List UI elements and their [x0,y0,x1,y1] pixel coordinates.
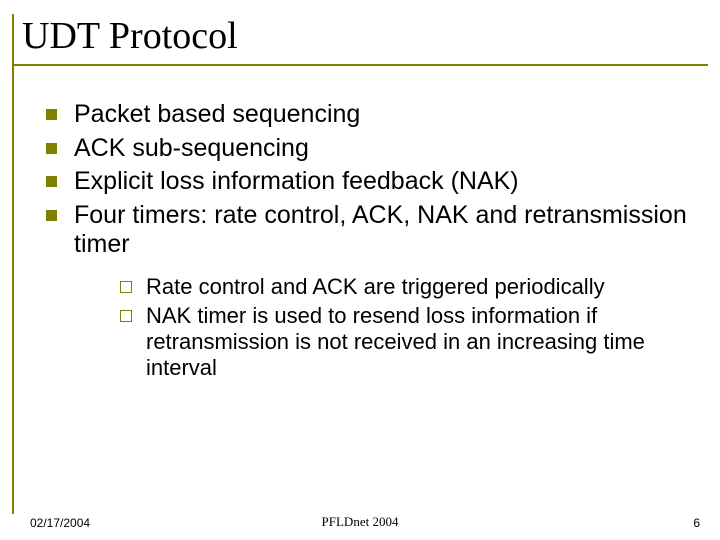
list-item: Rate control and ACK are triggered perio… [116,274,690,300]
bullet-text: Four timers: rate control, ACK, NAK and … [74,201,687,259]
bullet-text: Rate control and ACK are triggered perio… [146,274,605,299]
list-item: ACK sub-sequencing [40,134,690,164]
bullet-list: Packet based sequencing ACK sub-sequenci… [40,100,690,381]
list-item: Packet based sequencing [40,100,690,130]
bullet-text: Explicit loss information feedback (NAK) [74,167,519,195]
sub-bullet-list: Rate control and ACK are triggered perio… [74,274,690,382]
title-area: UDT Protocol [12,14,708,66]
list-item: Four timers: rate control, ACK, NAK and … [40,201,690,382]
footer-center: PFLDnet 2004 [0,514,720,530]
footer: 02/17/2004 PFLDnet 2004 6 [0,510,720,530]
footer-page-number: 6 [693,516,700,530]
list-item: Explicit loss information feedback (NAK) [40,167,690,197]
content-area: Packet based sequencing ACK sub-sequenci… [40,100,690,385]
title-underline [12,64,708,66]
bullet-text: NAK timer is used to resend loss informa… [146,303,645,380]
bullet-text: Packet based sequencing [74,100,360,128]
slide: UDT Protocol Packet based sequencing ACK… [0,0,720,540]
list-item: NAK timer is used to resend loss informa… [116,303,690,381]
left-rule [12,14,14,514]
bullet-text: ACK sub-sequencing [74,134,309,162]
slide-title: UDT Protocol [12,14,708,64]
